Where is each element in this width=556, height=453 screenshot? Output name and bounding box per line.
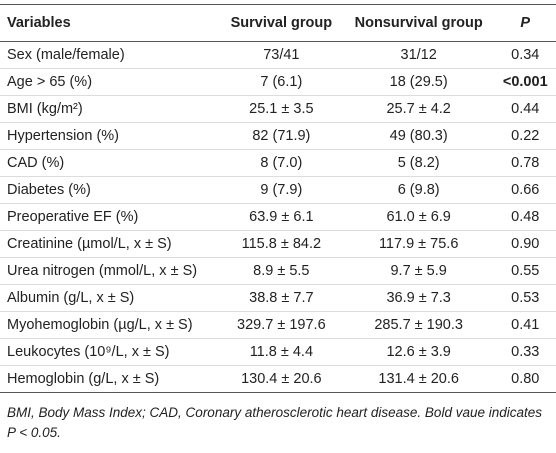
table-cell: Preoperative EF (%) bbox=[0, 203, 220, 231]
table-cell: 285.7 ± 190.3 bbox=[342, 311, 495, 339]
table-cell: 0.48 bbox=[494, 203, 556, 231]
table-cell: 329.7 ± 197.6 bbox=[219, 311, 343, 339]
table-cell: 82 (71.9) bbox=[219, 122, 343, 150]
table-cell: 0.44 bbox=[494, 95, 556, 123]
footnote: BMI, Body Mass Index; CAD, Coronary athe… bbox=[7, 405, 543, 440]
column-header: P bbox=[494, 4, 556, 42]
table-cell: 9 (7.9) bbox=[219, 176, 343, 204]
table-row: Diabetes (%) 9 (7.9) 6 (9.8) 0.66 bbox=[0, 176, 556, 204]
table-cell: 0.33 bbox=[494, 338, 556, 366]
table-cell: Diabetes (%) bbox=[0, 176, 220, 204]
table-cell: 25.1 ± 3.5 bbox=[219, 95, 343, 123]
table-row: Albumin (g/L, x ± S) 38.8 ± 7.7 36.9 ± 7.3… bbox=[0, 284, 556, 312]
table-cell: 61.0 ± 6.9 bbox=[342, 203, 495, 231]
table-cell: 31/12 bbox=[342, 41, 495, 69]
table-cell: Age > 65 (%) bbox=[0, 68, 220, 96]
table-cell: CAD (%) bbox=[0, 149, 220, 177]
table-cell: 49 (80.3) bbox=[342, 122, 495, 150]
table-cell: Sex (male/female) bbox=[0, 41, 220, 69]
table-cell: 0.78 bbox=[494, 149, 556, 177]
column-header: Survival group bbox=[219, 4, 343, 42]
table-body: Sex (male/female) 73/41 31/12 0.34 Age > 65 … bbox=[0, 41, 556, 393]
table-cell: Myohemoglobin (µg/L, x ± S) bbox=[0, 311, 220, 339]
table-cell: 73/41 bbox=[219, 41, 343, 69]
table-cell: 8.9 ± 5.5 bbox=[219, 257, 343, 285]
table-row: BMI (kg/m²) 25.1 ± 3.5 25.7 ± 4.2 0.44 bbox=[0, 95, 556, 123]
table-cell: 25.7 ± 4.2 bbox=[342, 95, 495, 123]
table-cell: 115.8 ± 84.2 bbox=[219, 230, 343, 258]
table-cell: 36.9 ± 7.3 bbox=[342, 284, 495, 312]
table-cell: 18 (29.5) bbox=[342, 68, 495, 96]
table-cell: BMI (kg/m²) bbox=[0, 95, 220, 123]
data-table: Variables Survival group Nonsurvival group… bbox=[0, 4, 556, 393]
table-row: Leukocytes (10⁹/L, x ± S) 11.8 ± 4.4 12.6 … bbox=[0, 338, 556, 366]
column-header: Nonsurvival group bbox=[342, 4, 495, 42]
table-cell: 0.66 bbox=[494, 176, 556, 204]
table-cell: 0.55 bbox=[494, 257, 556, 285]
table-cell: 6 (9.8) bbox=[342, 176, 495, 204]
table-cell: Creatinine (µmol/L, x ± S) bbox=[0, 230, 220, 258]
table-cell: 9.7 ± 5.9 bbox=[342, 257, 495, 285]
table-row: Sex (male/female) 73/41 31/12 0.34 bbox=[0, 41, 556, 69]
table-cell: Leukocytes (10⁹/L, x ± S) bbox=[0, 338, 220, 366]
table-cell: Urea nitrogen (mmol/L, x ± S) bbox=[0, 257, 220, 285]
table-cell: 0.90 bbox=[494, 230, 556, 258]
table-cell: 8 (7.0) bbox=[219, 149, 343, 177]
table-cell: 0.34 bbox=[494, 41, 556, 69]
table-cell: 11.8 ± 4.4 bbox=[219, 338, 343, 366]
table-row: Preoperative EF (%) 63.9 ± 6.1 61.0 ± 6.9 0… bbox=[0, 203, 556, 231]
table-row: Urea nitrogen (mmol/L, x ± S) 8.9 ± 5.5 9.… bbox=[0, 257, 556, 285]
table-row: Age > 65 (%) 7 (6.1) 18 (29.5) <0.001 bbox=[0, 68, 556, 96]
table-cell: 0.41 bbox=[494, 311, 556, 339]
page: {"table": { "header": ["Variables", "Sur… bbox=[0, 4, 556, 453]
table-row: Hypertension (%) 82 (71.9) 49 (80.3) 0.22 bbox=[0, 122, 556, 150]
table-row: Creatinine (µmol/L, x ± S) 115.8 ± 84.2 11… bbox=[0, 230, 556, 258]
column-header: Variables bbox=[0, 4, 220, 42]
table-cell: Hypertension (%) bbox=[0, 122, 220, 150]
table-cell: 117.9 ± 75.6 bbox=[342, 230, 495, 258]
table-cell: Albumin (g/L, x ± S) bbox=[0, 284, 220, 312]
table-cell: 0.53 bbox=[494, 284, 556, 312]
table-row: Myohemoglobin (µg/L, x ± S) 329.7 ± 197.6… bbox=[0, 311, 556, 339]
table-cell: 5 (8.2) bbox=[342, 149, 495, 177]
table-cell: 38.8 ± 7.7 bbox=[219, 284, 343, 312]
table-cell: 0.80 bbox=[494, 365, 556, 393]
header-row: Variables Survival group Nonsurvival group… bbox=[0, 4, 556, 42]
table-cell: Hemoglobin (g/L, x ± S) bbox=[0, 365, 220, 393]
table-cell: 7 (6.1) bbox=[219, 68, 343, 96]
table-cell: 12.6 ± 3.9 bbox=[342, 338, 495, 366]
table-cell: 0.22 bbox=[494, 122, 556, 150]
table-cell: 63.9 ± 6.1 bbox=[219, 203, 343, 231]
table-cell: 130.4 ± 20.6 bbox=[219, 365, 343, 393]
table-cell: <0.001 bbox=[494, 68, 556, 96]
table-row: CAD (%) 8 (7.0) 5 (8.2) 0.78 bbox=[0, 149, 556, 177]
table-cell: 131.4 ± 20.6 bbox=[342, 365, 495, 393]
table-row: Hemoglobin (g/L, x ± S) 130.4 ± 20.6 131.4… bbox=[0, 365, 556, 393]
